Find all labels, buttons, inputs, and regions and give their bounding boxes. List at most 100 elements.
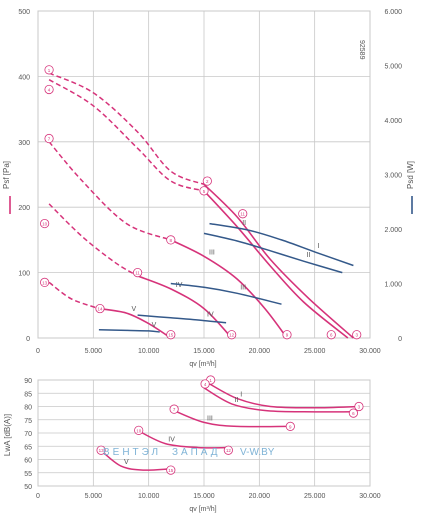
power-curve-I	[209, 222, 354, 267]
bottom-y-tick: 75	[24, 418, 32, 425]
bottom-x-tick: 10.000	[138, 493, 160, 500]
marker-label: 6	[330, 333, 333, 338]
pressure-curve-V	[98, 307, 172, 339]
marker-circle	[166, 330, 176, 340]
bottom-x-tick: 20.000	[249, 493, 271, 500]
bottom-y-tick: 60	[24, 458, 32, 465]
pressure-curve-V-unstable	[48, 281, 100, 310]
pressure-curve-label-V: V	[132, 306, 137, 313]
operating-point-marker: 13	[40, 277, 50, 288]
sound-curve-label-I: I	[240, 392, 242, 399]
top-y-right-tick: 1.000	[384, 282, 402, 289]
tick-labels: 0 5.000 10.000 15.000 20.000 25.000 30.0000100…	[18, 9, 402, 500]
marker-label: 13	[99, 448, 105, 453]
top-y-right-tick: 2.000	[384, 227, 402, 234]
operating-point-marker: 3	[354, 401, 364, 412]
marker-circle	[223, 445, 233, 455]
pressure-curve-III	[170, 239, 288, 339]
operating-point-marker: 9	[282, 330, 292, 340]
operating-point-marker: 3	[352, 330, 362, 340]
operating-point-marker: 15	[166, 330, 176, 340]
marker-circle	[166, 235, 176, 245]
marker-label: 14	[97, 307, 103, 312]
marker-circle	[354, 401, 364, 412]
sound-curve-label-V: V	[124, 459, 129, 466]
marker-circle	[44, 133, 54, 144]
marker-circle	[285, 421, 295, 431]
marker-label: 12	[226, 448, 232, 453]
marker-circle	[40, 218, 50, 229]
top-x-tick: 10.000	[138, 348, 160, 355]
marker-circle	[40, 277, 50, 288]
power-curve-III	[170, 282, 282, 305]
power-curve-II	[203, 232, 343, 274]
bottom-y-tick: 65	[24, 444, 32, 451]
bottom-y-tick: 70	[24, 431, 32, 438]
pressure-curve-label-III: III	[209, 249, 215, 256]
top-y-left-tick: 300	[18, 140, 30, 147]
operating-point-marker: 6	[348, 408, 358, 418]
pressure-curve-label-II: II	[242, 220, 246, 227]
pressure-curve-II-unstable	[48, 79, 205, 192]
marker-circle	[95, 303, 105, 314]
marker-label: 13	[42, 280, 48, 285]
marker-circle	[199, 186, 209, 196]
top-x-label: qv [m³/h]	[189, 361, 216, 368]
marker-label: 10	[42, 222, 48, 227]
marker-label: 12	[229, 333, 235, 338]
operating-point-marker: 4	[44, 84, 54, 95]
pressure-curve-IV	[137, 275, 233, 339]
operating-point-marker: 1	[44, 65, 54, 75]
marker-circle	[166, 465, 176, 475]
sound-curve-II	[203, 387, 354, 413]
operating-point-marker: 7	[169, 404, 179, 414]
top-y-left-tick: 500	[18, 9, 30, 16]
marker-circle	[352, 330, 362, 340]
operating-point-marker: 11	[238, 209, 248, 219]
top-y-right-tick: 4.000	[384, 118, 402, 125]
top-y-left-label: Psf [Pa]	[2, 161, 11, 189]
marker-circle	[348, 408, 358, 418]
top-x-tick: 25.000	[304, 348, 326, 355]
marker-label: 15	[168, 468, 174, 473]
pressure-curve-II	[203, 190, 349, 339]
power-curve-label-IV: IV	[207, 312, 214, 319]
pressure-curve-I	[203, 183, 354, 339]
power-curve-label-V: V	[152, 322, 157, 329]
sound-curve-I	[206, 381, 359, 409]
top-chart-grid	[37, 10, 371, 339]
pressure-curve-I-unstable	[48, 72, 205, 186]
top-y-right-tick: 6.000	[384, 9, 402, 16]
bottom-x-label: qv [m³/h]	[189, 506, 216, 513]
operating-point-marker: 12	[223, 445, 233, 455]
bottom-chart-grid	[37, 379, 371, 487]
marker-label: 9	[289, 424, 292, 429]
operating-point-marker: 12	[227, 330, 237, 340]
bottom-y-tick: 80	[24, 405, 32, 412]
sound-curve-IV	[137, 429, 227, 449]
power-curve-label-II: II	[307, 252, 311, 259]
marker-label: 10	[136, 428, 142, 433]
top-y-right-tick: 0	[398, 336, 402, 343]
marker-circle	[202, 176, 212, 186]
top-y-right-label: Psd [W]	[406, 161, 415, 189]
top-y-left-tick: 100	[18, 271, 30, 278]
bottom-y-tick: 55	[24, 471, 32, 478]
marker-circle	[282, 330, 292, 340]
top-y-right-tick: 5.000	[384, 64, 402, 71]
power-curve-V	[98, 329, 160, 333]
marker-circle	[227, 330, 237, 340]
top-x-tick: 30.000	[359, 348, 381, 355]
operating-point-marker: 13	[96, 445, 106, 455]
marker-label: 2	[206, 179, 209, 184]
operating-point-marker: 15	[166, 465, 176, 475]
operating-point-marker: 8	[166, 235, 176, 245]
marker-label: 3	[355, 333, 358, 338]
top-y-left-tick: 0	[26, 336, 30, 343]
sound-curve-label-II: II	[235, 397, 239, 404]
drawing-number: 92589	[358, 40, 365, 60]
operating-point-marker: 6	[326, 330, 336, 340]
